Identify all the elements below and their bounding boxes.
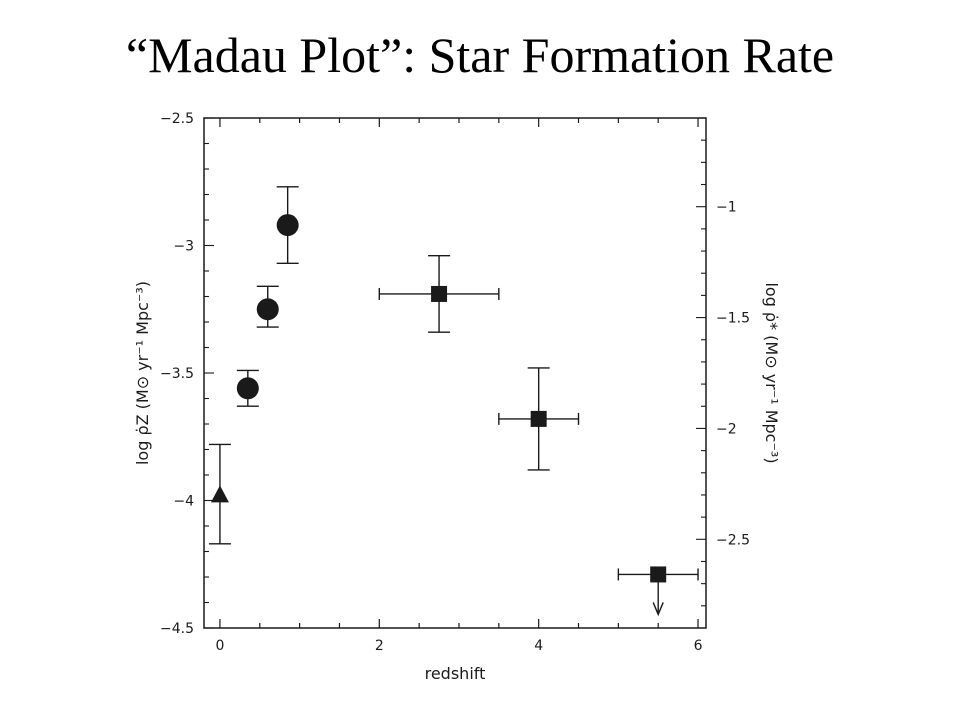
y-tick-label-left: −3: [173, 239, 194, 255]
circle-point: [256, 298, 279, 321]
y-tick-label-left: −2.5: [160, 111, 194, 127]
plot-frame: [203, 117, 707, 629]
triangle-point: [210, 485, 229, 503]
x-tick-label: 6: [694, 638, 703, 654]
y-tick-label-right: −1: [716, 200, 737, 216]
circle-point: [276, 214, 299, 237]
x-tick-label: 4: [534, 638, 543, 654]
slide-title: “Madau Plot”: Star Formation Rate: [125, 27, 835, 83]
x-tick-label: 2: [375, 638, 384, 654]
square-point: [650, 566, 667, 583]
data-points: [208, 186, 699, 617]
y-tick-label-left: −4.5: [160, 621, 194, 637]
y-tick-label-right: −2: [716, 421, 737, 437]
x-tick-label: 0: [215, 638, 224, 654]
y-tick-label-right: −1.5: [716, 311, 750, 327]
upper-limit-arrowhead: [652, 602, 664, 617]
x-axis-label: redshift: [425, 664, 486, 683]
y-tick-label-right: −2.5: [716, 532, 750, 548]
y-axis-label-left: log ρ̇Z (M⊙ yr⁻¹ Mpc⁻³): [133, 281, 152, 465]
square-point: [530, 410, 547, 427]
circle-point: [236, 377, 259, 400]
axis-ticks: 0 2 4 6 −4.5 −4 −3.5 −3 −2.5 −2.5 −2 −1.5 −1: [160, 111, 750, 654]
y-axis-label-right: log ρ̇* (M⊙ yr⁻¹ Mpc⁻³): [762, 282, 781, 463]
y-tick-label-left: −3.5: [160, 366, 194, 382]
y-tick-label-left: −4: [173, 494, 194, 510]
square-point: [431, 285, 448, 302]
